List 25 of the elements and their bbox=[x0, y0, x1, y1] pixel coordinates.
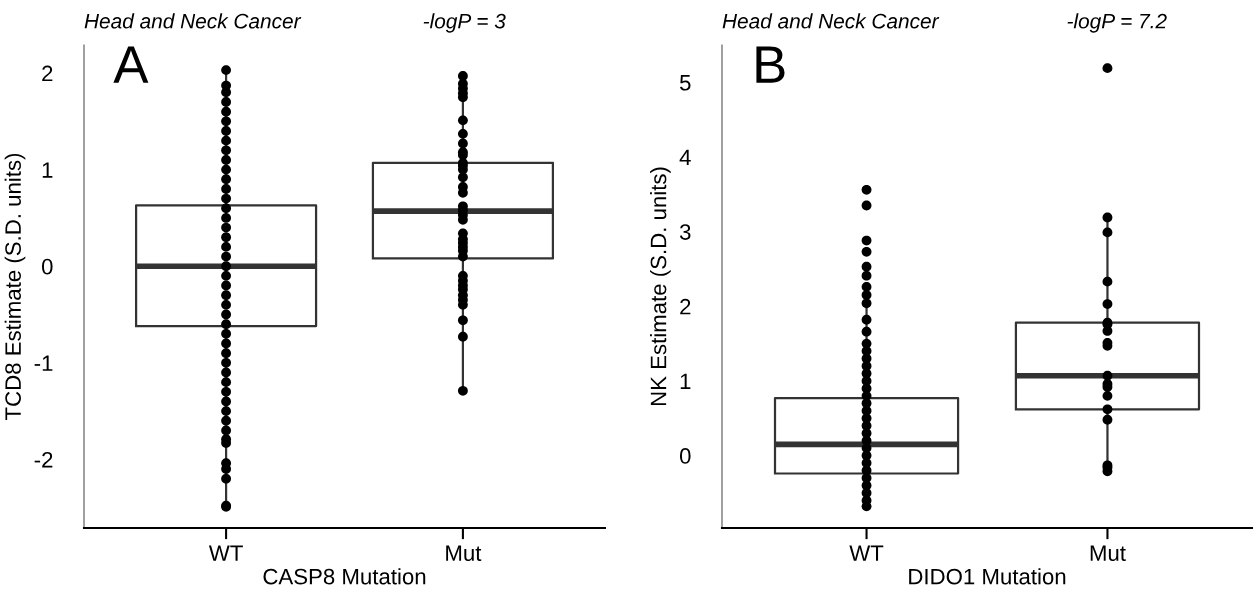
y-tick-label: 0 bbox=[679, 448, 691, 464]
y-tick-label: 2 bbox=[680, 298, 691, 315]
x-tick-label: WT bbox=[849, 545, 884, 561]
x-tick-label: WT bbox=[208, 545, 243, 561]
y-tick-label: -2 bbox=[34, 451, 53, 468]
y-tick-label: 5 bbox=[679, 75, 691, 91]
annotation: A bbox=[113, 46, 149, 83]
x-tick-label: Mut bbox=[446, 545, 482, 561]
y-axis-title: NK Estimate (S.D. units) bbox=[650, 167, 671, 406]
y-tick-label: 2 bbox=[42, 65, 53, 82]
y-tick-label: 3 bbox=[679, 224, 691, 240]
y-tick-label: 1 bbox=[42, 162, 53, 178]
y-tick-label: 1 bbox=[680, 373, 691, 389]
chart-subtitle: -logP = 7.2 bbox=[1067, 13, 1167, 33]
y-tick-label: -1 bbox=[34, 355, 53, 371]
chart-subtitle: -logP = 3 bbox=[423, 13, 506, 33]
x-axis-title: DIDO1 Mutation bbox=[909, 568, 1066, 585]
chart-title: Head and Neck Cancer bbox=[722, 13, 940, 29]
annotation: B bbox=[756, 46, 785, 83]
x-tick-label: Mut bbox=[1090, 545, 1126, 561]
y-tick-label: 0 bbox=[41, 258, 53, 275]
y-tick-label: 4 bbox=[679, 149, 691, 166]
chart-title: Head and Neck Cancer bbox=[84, 13, 302, 29]
y-axis-title: TCD8 Estimate (S.D. units) bbox=[4, 153, 26, 420]
x-axis-title: CASP8 Mutation bbox=[263, 568, 426, 585]
